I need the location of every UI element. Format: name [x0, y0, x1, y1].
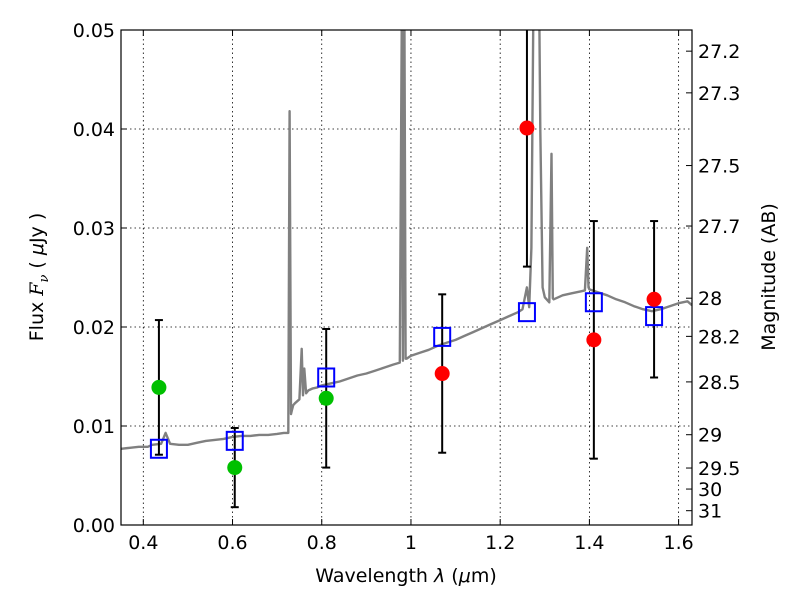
detection-point: [586, 332, 602, 348]
plot-layer: [121, 30, 692, 509]
x-tick-label: 0.6: [217, 532, 247, 554]
y-tick-label: 0.03: [73, 218, 115, 240]
right-tick-label: 27.3: [698, 83, 740, 105]
y-tick-label: 0.02: [73, 317, 115, 339]
right-tick-label: 30: [698, 479, 722, 501]
y-tick-label: 0.00: [73, 515, 115, 537]
right-tick-label: 28.2: [698, 326, 740, 348]
model-square-point: [645, 306, 664, 327]
x-axis-label: Wavelength λ (μm): [315, 565, 496, 587]
model-square-point: [433, 326, 452, 347]
model-square-point: [225, 430, 244, 451]
y-tick-label: 0.04: [73, 119, 115, 141]
right-tick-label: 28.5: [698, 372, 740, 394]
x-tick-label: 0.8: [307, 532, 337, 554]
x-tick-label: 1: [405, 532, 417, 554]
model-square-point: [584, 292, 603, 313]
detection-point: [318, 390, 334, 406]
plot-frame: [120, 29, 693, 526]
x-tick-label: 1.2: [485, 532, 515, 554]
detection-point: [151, 379, 167, 395]
axis-layer: 0.4 0.6 0.8 1 1.2 1.4 1.6 0.00 0.01 0.02 0.03 0.04 0…: [73, 20, 741, 554]
right-tick-label: 27.5: [698, 156, 740, 178]
model-square-point: [317, 367, 336, 388]
right-tick-label: 27.2: [698, 41, 740, 63]
x-tick-label: 0.4: [128, 532, 158, 554]
right-tick-label: 31: [698, 501, 722, 523]
x-tick-label: 1.4: [574, 532, 604, 554]
y-tick-label: 0.01: [73, 416, 115, 438]
y-tick-label: 0.05: [73, 20, 115, 42]
sed-line: [121, 30, 692, 450]
model-square-point: [517, 302, 536, 323]
y-axis-right-label: Magnitude (AB): [758, 203, 780, 351]
x-tick-label: 1.6: [664, 532, 694, 554]
detection-point: [434, 366, 450, 382]
right-tick-label: 29.5: [698, 458, 740, 480]
right-tick-label: 27.7: [698, 216, 740, 238]
detection-point: [519, 120, 535, 136]
right-tick-label: 28: [698, 288, 722, 310]
right-tick-label: 29: [698, 425, 722, 447]
y-axis-label: Flux Fν ( μJy ): [26, 213, 52, 342]
detection-point: [646, 291, 662, 307]
model-square-point: [149, 438, 168, 459]
detection-point: [227, 460, 243, 476]
